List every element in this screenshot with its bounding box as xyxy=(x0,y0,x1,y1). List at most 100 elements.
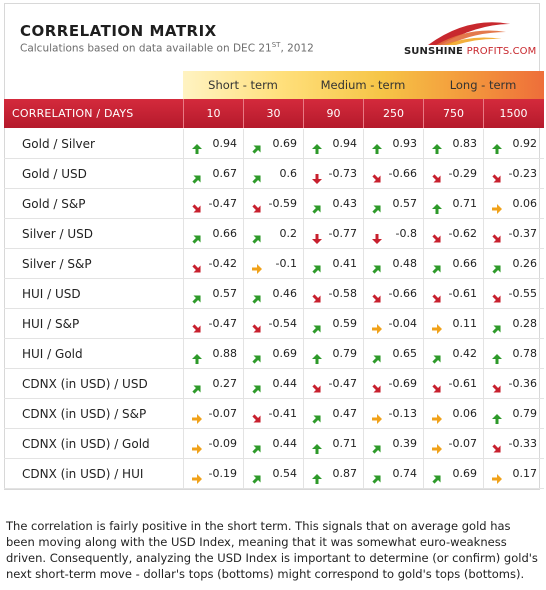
correlation-cell: 0.2 xyxy=(243,219,303,249)
day-header-1500: 1500 xyxy=(483,99,543,128)
row-label: CDNX (in USD) / HUI xyxy=(22,467,144,481)
correlation-value: -0.37 xyxy=(508,227,537,240)
arrow-up-right-icon xyxy=(372,469,382,484)
table-header-row: CORRELATION / DAYS 10 30 90 250 750 1500 xyxy=(4,99,544,128)
table-row: Gold / USD 0.67 0.6 -0.73 -0.66 -0.29 -0.23 xyxy=(4,159,544,189)
correlation-value: -0.73 xyxy=(328,167,357,180)
correlation-value: 0.6 xyxy=(279,167,298,180)
correlation-value: -0.61 xyxy=(448,287,477,300)
sunshine-profits-logo[interactable]: SUNSHINE PROFITS.COM xyxy=(404,18,537,62)
arrow-down-right-icon xyxy=(492,379,502,393)
correlation-cell: 0.71 xyxy=(423,189,483,219)
correlation-value: -0.36 xyxy=(508,377,537,390)
correlation-cell: -0.19 xyxy=(183,459,243,489)
correlation-cell: 0.06 xyxy=(483,189,543,219)
correlation-cell: -0.04 xyxy=(363,309,423,339)
arrow-up-icon xyxy=(312,349,322,364)
correlation-value: 0.83 xyxy=(452,137,478,150)
term-gradient-bar xyxy=(183,71,544,99)
correlation-value: 0.94 xyxy=(332,137,358,150)
row-label: CDNX (in USD) / Gold xyxy=(22,437,150,451)
logo-text: SUNSHINE PROFITS.COM xyxy=(404,46,537,57)
arrow-up-right-icon xyxy=(372,349,382,364)
correlation-value: -0.23 xyxy=(508,167,537,180)
arrow-down-right-icon xyxy=(492,439,502,453)
day-header-10: 10 xyxy=(183,99,243,128)
correlation-cell: 0.28 xyxy=(483,309,543,339)
row-label: HUI / S&P xyxy=(22,317,80,331)
arrow-up-right-icon xyxy=(252,469,262,484)
arrow-up-icon xyxy=(192,139,202,154)
day-header-90: 90 xyxy=(303,99,363,128)
correlation-value: 0.57 xyxy=(212,287,238,300)
correlation-value: -0.33 xyxy=(508,437,537,450)
arrow-right-icon xyxy=(192,439,202,454)
correlation-value: -0.55 xyxy=(508,287,537,300)
correlation-value: -0.77 xyxy=(328,227,357,240)
correlation-value: 0.54 xyxy=(272,467,298,480)
arrow-up-right-icon xyxy=(492,259,502,274)
correlation-value: 0.66 xyxy=(452,257,478,270)
arrow-down-right-icon xyxy=(192,259,202,273)
corner-label: CORRELATION / DAYS xyxy=(12,107,134,120)
correlation-cell: 0.44 xyxy=(243,429,303,459)
correlation-value: 0.28 xyxy=(512,317,538,330)
correlation-cell: -0.54 xyxy=(243,309,303,339)
arrow-right-icon xyxy=(432,319,442,334)
day-header-30: 30 xyxy=(243,99,303,128)
correlation-cell: -0.33 xyxy=(483,429,543,459)
correlation-cell: -0.77 xyxy=(303,219,363,249)
correlation-value: 0.06 xyxy=(512,197,538,210)
arrow-down-right-icon xyxy=(432,379,442,393)
correlation-value: -0.13 xyxy=(388,407,417,420)
correlation-value: 0.06 xyxy=(452,407,478,420)
correlation-cell: 0.93 xyxy=(363,129,423,159)
correlation-value: -0.69 xyxy=(388,377,417,390)
correlation-value: -0.42 xyxy=(208,257,237,270)
arrow-up-right-icon xyxy=(312,319,322,334)
correlation-value: 0.69 xyxy=(452,467,478,480)
correlation-cell: 0.17 xyxy=(483,459,543,489)
arrow-up-right-icon xyxy=(252,139,262,154)
arrow-up-icon xyxy=(312,139,322,154)
correlation-value: 0.27 xyxy=(212,377,238,390)
correlation-cell: -0.61 xyxy=(423,279,483,309)
day-header-250: 250 xyxy=(363,99,423,128)
row-label: Gold / USD xyxy=(22,167,87,181)
correlation-cell: 0.74 xyxy=(363,459,423,489)
correlation-cell: 0.57 xyxy=(183,279,243,309)
correlation-cell: -0.66 xyxy=(363,159,423,189)
table-row: HUI / S&P -0.47 -0.54 0.59 -0.04 0.11 0.28 xyxy=(4,309,544,339)
correlation-cell: -0.47 xyxy=(303,369,363,399)
correlation-value: 0.44 xyxy=(272,377,298,390)
table-row: CDNX (in USD) / HUI -0.19 0.54 0.87 0.74 0.69… xyxy=(4,459,544,489)
table-row: CDNX (in USD) / USD 0.27 0.44 -0.47 -0.69 -0.… xyxy=(4,369,544,399)
row-label: HUI / USD xyxy=(22,287,81,301)
correlation-value: -0.59 xyxy=(268,197,297,210)
correlation-value: 0.78 xyxy=(512,347,538,360)
correlation-cell: 0.39 xyxy=(363,429,423,459)
arrow-up-right-icon xyxy=(432,349,442,364)
correlation-value: 0.87 xyxy=(332,467,358,480)
correlation-cell: 0.57 xyxy=(363,189,423,219)
correlation-value: -0.61 xyxy=(448,377,477,390)
correlation-value: 0.43 xyxy=(332,197,358,210)
arrow-up-icon xyxy=(492,139,502,154)
arrow-down-right-icon xyxy=(372,169,382,183)
arrow-down-icon xyxy=(312,169,322,184)
correlation-cell: -0.66 xyxy=(363,279,423,309)
correlation-value: 0.44 xyxy=(272,437,298,450)
correlation-value: -0.47 xyxy=(328,377,357,390)
correlation-value: -0.66 xyxy=(388,167,417,180)
correlation-value: 0.71 xyxy=(332,437,358,450)
table-row: Gold / Silver 0.94 0.69 0.94 0.93 0.83 0.92 xyxy=(4,129,544,159)
page-title: CORRELATION MATRIX xyxy=(20,22,217,40)
correlation-value: -0.47 xyxy=(208,317,237,330)
correlation-value: 0.17 xyxy=(512,467,538,480)
correlation-value: 0.2 xyxy=(279,227,298,240)
table-row: Silver / USD 0.66 0.2 -0.77 -0.8 -0.62 -0.37 xyxy=(4,219,544,249)
correlation-cell: -0.59 xyxy=(243,189,303,219)
correlation-value: 0.41 xyxy=(332,257,358,270)
correlation-value: 0.11 xyxy=(452,317,478,330)
arrow-up-right-icon xyxy=(192,229,202,244)
